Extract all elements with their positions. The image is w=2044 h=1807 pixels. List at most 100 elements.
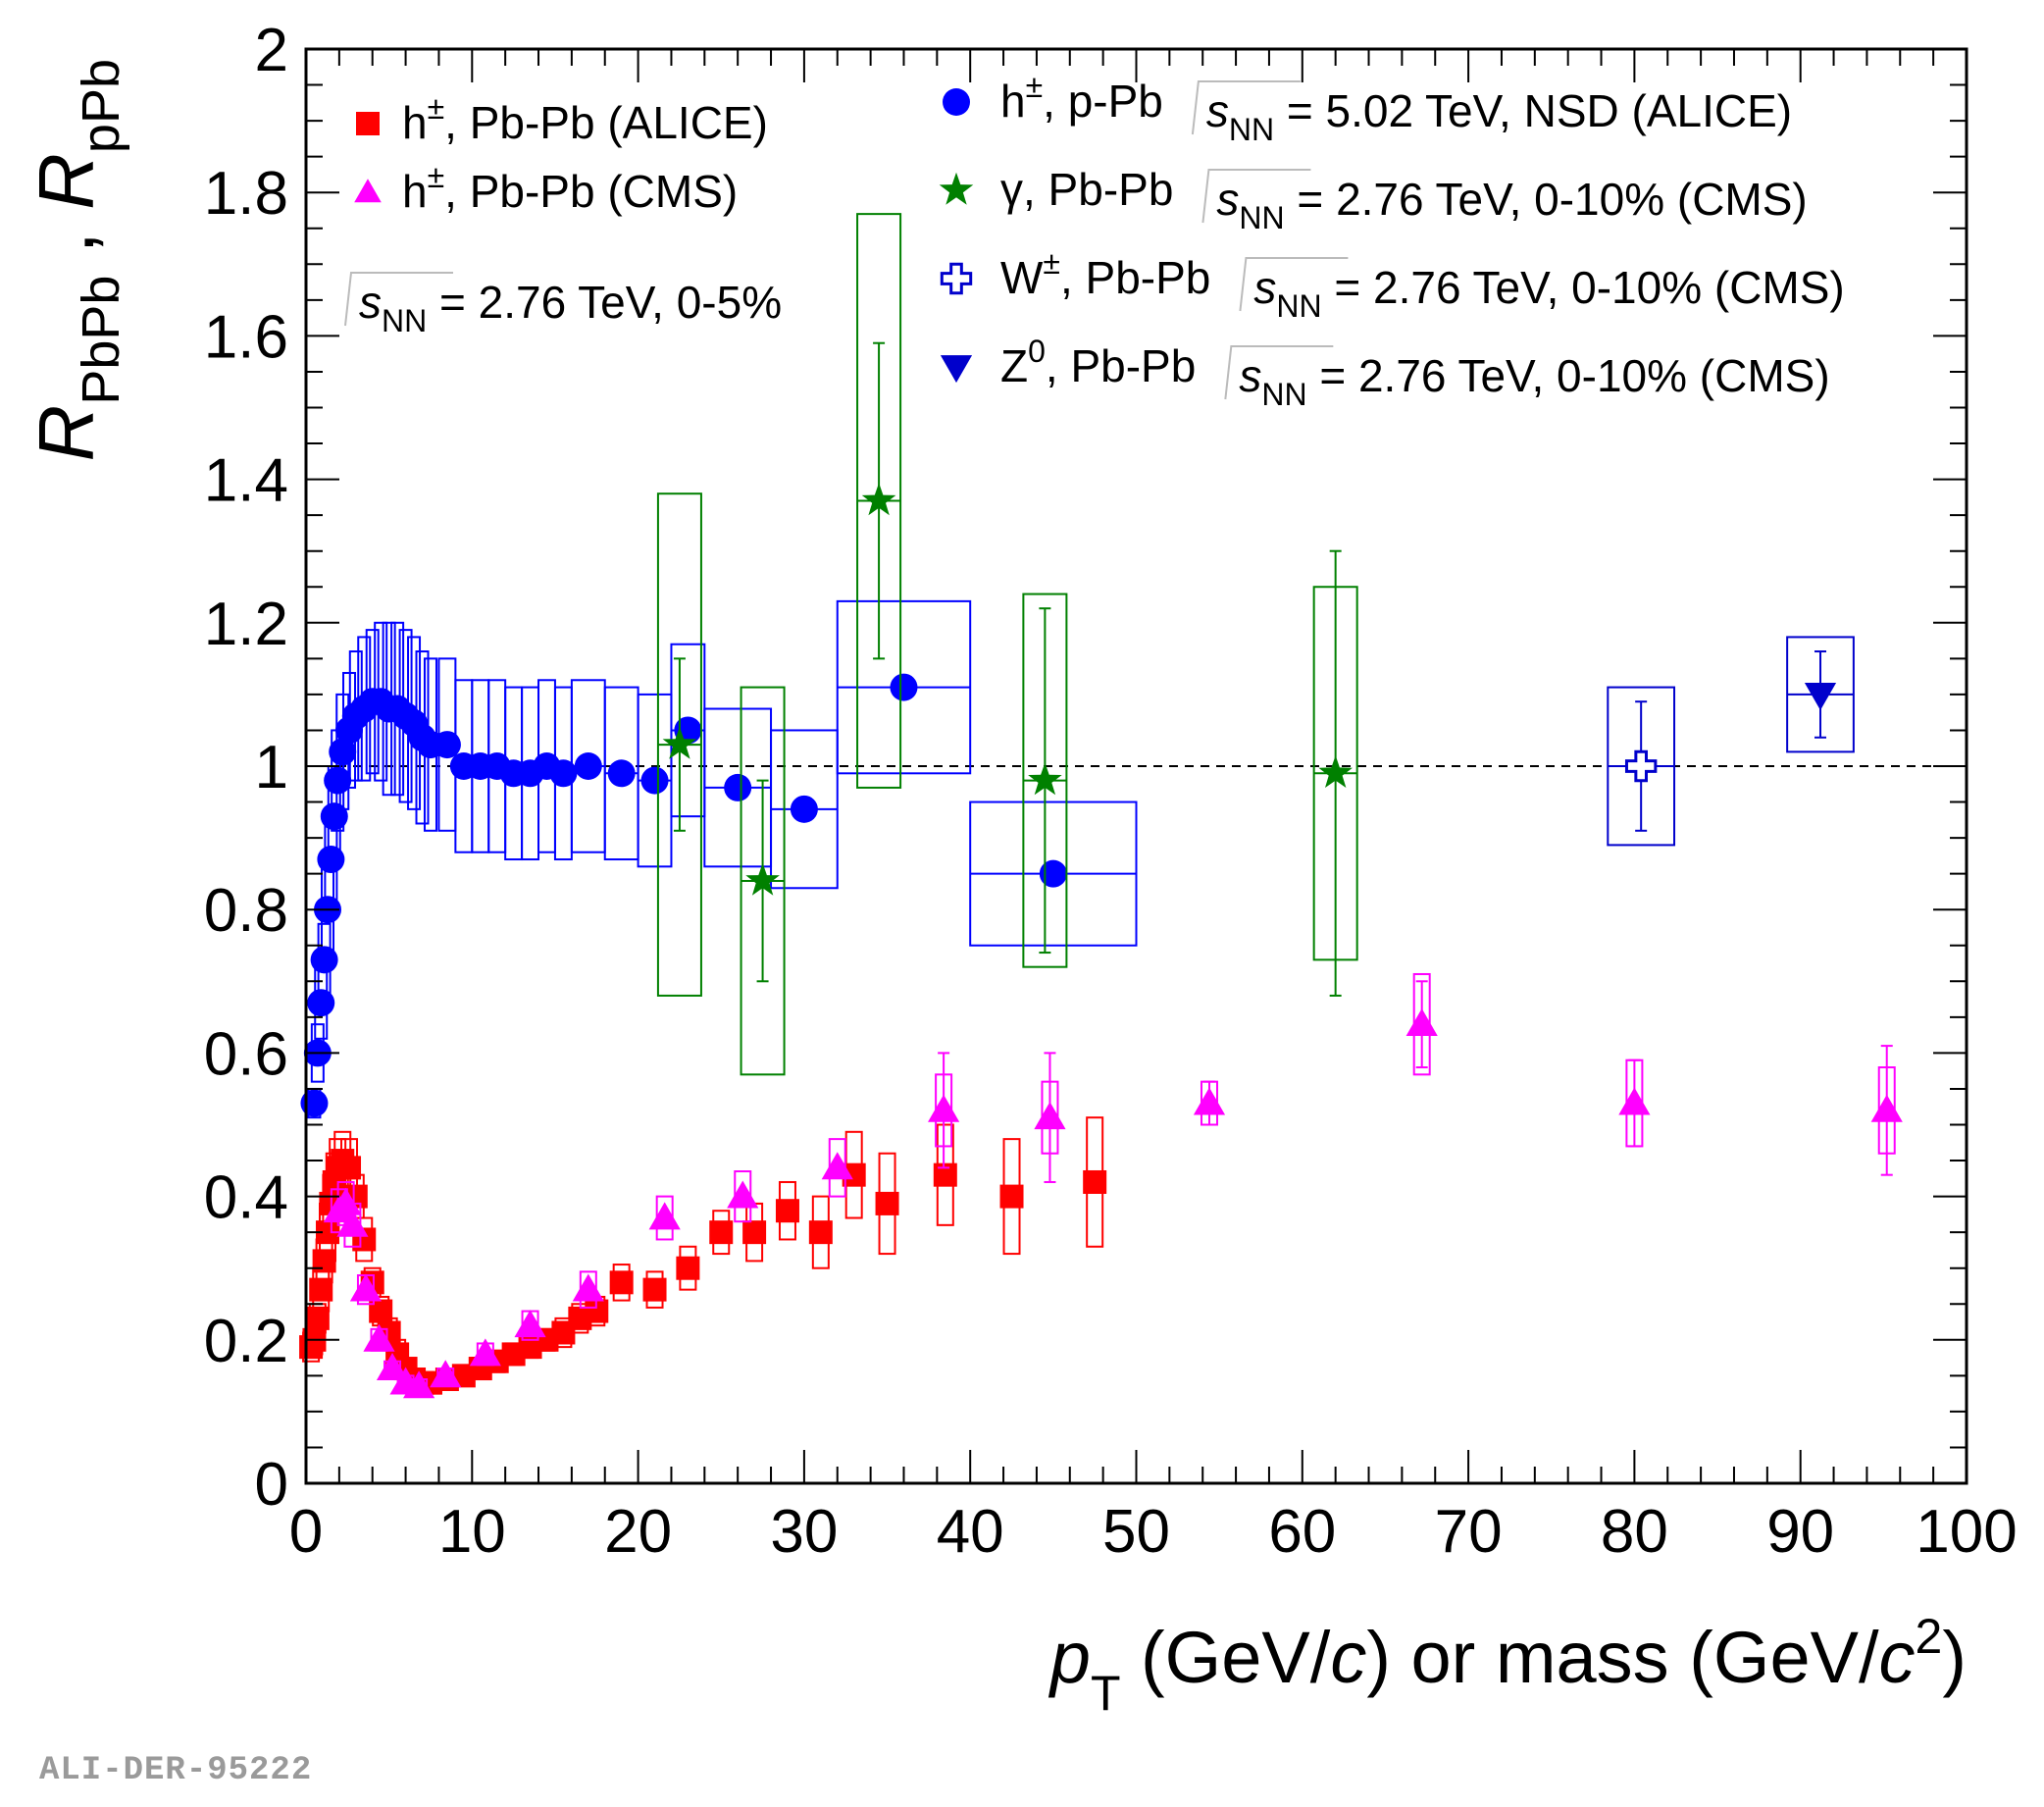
data-point — [403, 1370, 435, 1399]
y-tick-label: 2 — [255, 17, 288, 84]
legend-sub: NN — [1276, 288, 1321, 324]
data-point — [1870, 1094, 1903, 1122]
data-point — [642, 1277, 667, 1302]
y-title-r2: R — [23, 153, 110, 210]
legend-s: s — [1253, 262, 1276, 313]
legend-entry-label: W±, Pb-Pb — [1000, 245, 1210, 303]
legend-entry-energy: sNN = 2.76 TeV, 0-10% (CMS) — [1253, 262, 1844, 324]
data-point — [709, 1220, 734, 1245]
y-title-sub2: pPb — [72, 59, 130, 153]
y-tick-label: 1.8 — [204, 160, 288, 228]
data-point — [808, 1220, 833, 1245]
series-triangle-up — [323, 972, 1903, 1399]
sqrt-sign — [1239, 257, 1349, 312]
data-point — [609, 1270, 634, 1295]
y-tick-label: 1.6 — [204, 303, 288, 371]
x-title-end: ) — [1942, 1617, 1967, 1698]
data-point — [999, 1184, 1024, 1209]
y-tick-label: 0.8 — [204, 877, 288, 945]
sqrt-sign — [1191, 80, 1301, 135]
data-layer — [299, 213, 1967, 1399]
data-point — [861, 483, 896, 516]
x-title-sup: 2 — [1916, 1609, 1943, 1664]
x-tick-label: 20 — [604, 1498, 672, 1566]
data-point — [648, 1202, 681, 1230]
data-point — [1318, 755, 1353, 788]
y-tick-label: 0.4 — [204, 1164, 288, 1232]
legend-energy-note: sNN = 2.76 TeV, 0-5% — [359, 277, 782, 338]
legend-sup: ± — [1043, 245, 1060, 281]
legend-particle: W — [1000, 252, 1044, 303]
legend-particle: h — [1000, 76, 1026, 127]
data-point — [1028, 762, 1062, 796]
data-point — [928, 1094, 960, 1122]
x-title-c: c — [1330, 1617, 1366, 1698]
legend-marker-star — [939, 172, 974, 205]
data-point — [724, 773, 752, 801]
legend-sup: ± — [428, 90, 445, 126]
y-tick-label: 1.4 — [204, 447, 288, 515]
legend-energy: = 5.02 TeV, NSD (ALICE) — [1274, 85, 1792, 136]
y-tick-label: 1.2 — [204, 591, 288, 658]
legend-system: , Pb-Pb — [1046, 340, 1196, 391]
data-point — [640, 766, 669, 795]
legend-entry-label: γ, Pb-Pb — [1000, 164, 1173, 215]
legend-entry-label: h±, Pb-Pb (ALICE) — [402, 90, 768, 148]
legend-system: , Pb-Pb — [1060, 252, 1210, 303]
y-title-sep: , — [23, 210, 110, 276]
x-tick-label: 90 — [1766, 1498, 1834, 1566]
legend-particle: h — [402, 166, 428, 217]
data-point — [514, 1310, 546, 1338]
data-point — [336, 1209, 369, 1237]
legend-particle: Z — [1000, 340, 1028, 391]
x-axis-title: pT (GeV/c) or mass (GeV/c2) — [1048, 1609, 1967, 1721]
legend-energy: = 2.76 TeV, 0-10% (CMS) — [1285, 174, 1808, 225]
data-point — [875, 1191, 899, 1215]
data-point — [337, 1156, 362, 1180]
x-tick-label: 0 — [289, 1498, 323, 1566]
data-point — [662, 726, 697, 759]
x-tick-label: 70 — [1435, 1498, 1503, 1566]
y-tick-label: 0.6 — [204, 1020, 288, 1088]
legend-marker-circle — [943, 88, 970, 116]
legend-energy: = 2.76 TeV, 0-10% (CMS) — [1322, 262, 1845, 313]
legend-entry-label: Z0, Pb-Pb — [1000, 334, 1196, 391]
data-point — [574, 752, 602, 780]
legend-marker-open-cross — [940, 262, 973, 295]
data-point — [1034, 1102, 1066, 1130]
y-title-r1: R — [23, 405, 110, 462]
data-point — [890, 673, 918, 701]
data-point — [1405, 1008, 1438, 1037]
data-point — [1083, 1169, 1107, 1194]
sqrt-sign — [1224, 345, 1334, 400]
sqrt-sign — [344, 272, 453, 327]
legend-entry-energy: sNN = 5.02 TeV, NSD (ALICE) — [1206, 85, 1792, 147]
legend-marker-triangle-up — [354, 179, 382, 203]
legend-sup: ± — [428, 159, 445, 194]
legend-sub: NN — [1261, 377, 1306, 412]
data-point — [1039, 859, 1067, 888]
data-point — [1193, 1087, 1226, 1115]
legend-s: s — [1216, 174, 1239, 225]
legend-entry-energy: sNN = 2.76 TeV, 0-10% (CMS) — [1216, 174, 1807, 235]
x-title-c2: c — [1879, 1617, 1916, 1698]
legend-sub: NN — [1229, 112, 1274, 147]
data-point — [821, 1152, 853, 1180]
legend-system: , Pb-Pb (ALICE) — [444, 97, 768, 148]
legend-energy: = 2.76 TeV, 0-5% — [427, 277, 782, 328]
legend-sub: NN — [1239, 200, 1284, 235]
series-triangle-down — [1786, 636, 1855, 753]
y-tick-label: 1 — [255, 734, 288, 801]
legend-particle: γ — [1000, 164, 1023, 215]
data-point — [549, 759, 578, 788]
sqrt-sign — [1201, 169, 1311, 224]
axis-labels: 0 10 20 30 40 50 60 70 80 90 10000.20.40.60.811.21… — [23, 17, 2018, 1721]
legend-sup: 0 — [1028, 334, 1046, 369]
y-title-sub1: PbPb — [72, 276, 130, 405]
series-star — [656, 213, 1358, 1076]
legend-entry-energy: sNN = 2.76 TeV, 0-10% (CMS) — [1239, 350, 1829, 412]
data-point — [330, 1187, 362, 1215]
y-tick-label: 0.2 — [204, 1308, 288, 1375]
legend-entry-label: h±, p-Pb — [1000, 69, 1163, 127]
legend-marker-square — [356, 112, 380, 135]
